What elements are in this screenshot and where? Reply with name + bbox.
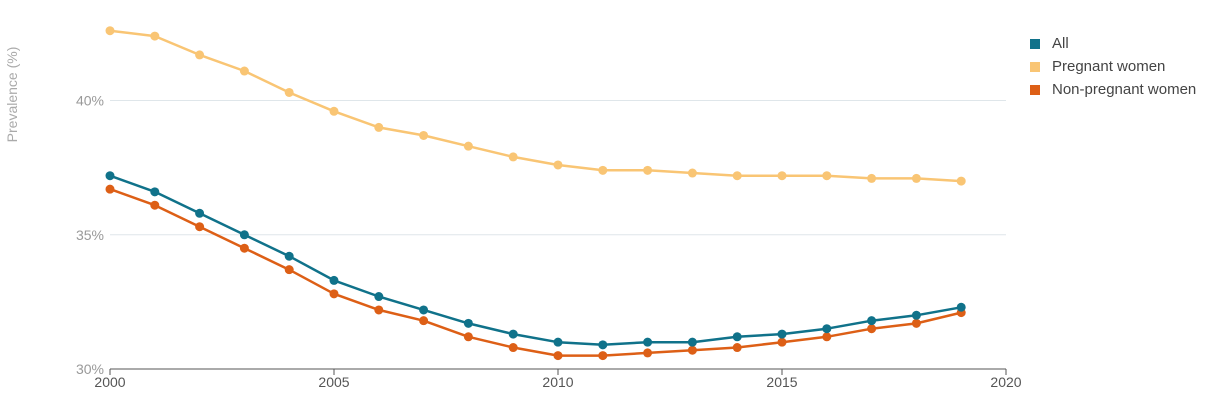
legend-item-all[interactable]: All	[1030, 32, 1196, 55]
legend-swatch-all	[1030, 38, 1040, 49]
data-point-pregnant-women	[374, 122, 384, 132]
data-point-all	[867, 316, 877, 326]
data-point-all	[195, 208, 205, 218]
y-tick-label: 30%	[76, 361, 104, 377]
data-point-non-pregnant-women	[867, 324, 877, 334]
data-point-pregnant-women	[598, 165, 608, 175]
data-point-all	[419, 305, 429, 315]
data-point-pregnant-women	[956, 176, 966, 186]
data-point-all	[463, 318, 473, 328]
data-point-pregnant-women	[239, 66, 249, 76]
data-point-pregnant-women	[419, 130, 429, 140]
data-point-all	[643, 337, 653, 347]
data-point-pregnant-women	[911, 173, 921, 183]
data-point-non-pregnant-women	[284, 265, 294, 275]
data-point-non-pregnant-women	[687, 345, 697, 355]
legend-label-all: All	[1052, 35, 1069, 52]
data-point-all	[777, 329, 787, 339]
data-point-non-pregnant-women	[419, 316, 429, 326]
x-tick-label: 2015	[766, 374, 797, 390]
x-tick-label: 2005	[318, 374, 349, 390]
data-point-all	[284, 251, 294, 261]
x-tick-label: 2020	[990, 374, 1021, 390]
data-point-non-pregnant-women	[105, 184, 115, 194]
legend-swatch-non-pregnant-women	[1030, 84, 1040, 95]
data-point-non-pregnant-women	[239, 243, 249, 253]
data-point-non-pregnant-women	[643, 348, 653, 358]
data-point-pregnant-women	[867, 173, 877, 183]
data-point-all	[150, 187, 160, 197]
x-tick-label: 2000	[94, 374, 125, 390]
legend: All Pregnant women Non-pregnant women	[1030, 32, 1196, 101]
x-tick-label: 2010	[542, 374, 573, 390]
data-point-all	[374, 292, 384, 302]
data-point-pregnant-women	[643, 165, 653, 175]
legend-label-non-pregnant-women: Non-pregnant women	[1052, 81, 1197, 98]
legend-label-pregnant-women: Pregnant women	[1052, 58, 1166, 75]
y-tick-label: 35%	[76, 227, 104, 243]
data-point-non-pregnant-women	[777, 337, 787, 347]
data-point-non-pregnant-women	[150, 200, 160, 210]
data-point-pregnant-women	[687, 168, 697, 178]
data-point-pregnant-women	[105, 26, 115, 36]
data-point-non-pregnant-women	[822, 332, 832, 342]
data-point-all	[732, 332, 742, 342]
y-axis-label: Prevalence (%)	[4, 47, 20, 143]
data-point-all	[956, 302, 966, 312]
data-point-pregnant-women	[777, 171, 787, 181]
data-point-all	[822, 324, 832, 334]
data-point-non-pregnant-women	[598, 351, 608, 361]
data-point-pregnant-women	[150, 31, 160, 41]
series-line-pregnant-women	[109, 29, 962, 183]
data-point-pregnant-women	[732, 171, 742, 181]
data-point-pregnant-women	[553, 160, 563, 170]
data-point-non-pregnant-women	[374, 305, 384, 315]
legend-swatch-pregnant-women	[1030, 61, 1040, 72]
data-point-non-pregnant-women	[508, 343, 518, 353]
legend-item-pregnant-women[interactable]: Pregnant women	[1030, 55, 1196, 78]
data-point-non-pregnant-women	[732, 343, 742, 353]
data-point-pregnant-women	[463, 141, 473, 151]
data-point-all	[239, 230, 249, 240]
data-point-all	[553, 337, 563, 347]
data-point-all	[105, 171, 115, 181]
data-point-all	[598, 340, 608, 350]
data-point-non-pregnant-women	[553, 351, 563, 361]
data-point-all	[687, 337, 697, 347]
legend-item-non-pregnant-women[interactable]: Non-pregnant women	[1030, 78, 1196, 101]
data-point-pregnant-women	[284, 87, 294, 97]
data-point-pregnant-women	[508, 152, 518, 162]
series-line-non-pregnant-women	[109, 187, 962, 357]
data-point-all	[911, 310, 921, 320]
data-point-pregnant-women	[822, 171, 832, 181]
data-point-non-pregnant-women	[329, 289, 339, 299]
data-point-all	[329, 275, 339, 285]
data-point-non-pregnant-women	[195, 222, 205, 232]
data-point-pregnant-women	[329, 106, 339, 116]
y-tick-label: 40%	[76, 93, 104, 109]
data-point-all	[508, 329, 518, 339]
data-point-pregnant-women	[195, 50, 205, 60]
series-line-all	[109, 174, 962, 347]
data-point-non-pregnant-women	[911, 318, 921, 328]
data-point-non-pregnant-women	[463, 332, 473, 342]
